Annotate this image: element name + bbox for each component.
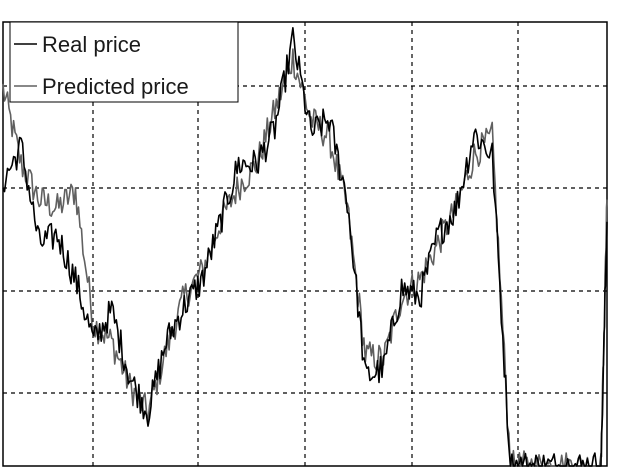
series-line-real-price — [2, 26, 608, 467]
series-layer — [2, 26, 608, 467]
legend-label-predicted: Predicted price — [42, 74, 189, 99]
legend: Real price Predicted price — [9, 21, 239, 103]
legend-box — [9, 21, 239, 103]
legend-label-real: Real price — [42, 32, 141, 57]
